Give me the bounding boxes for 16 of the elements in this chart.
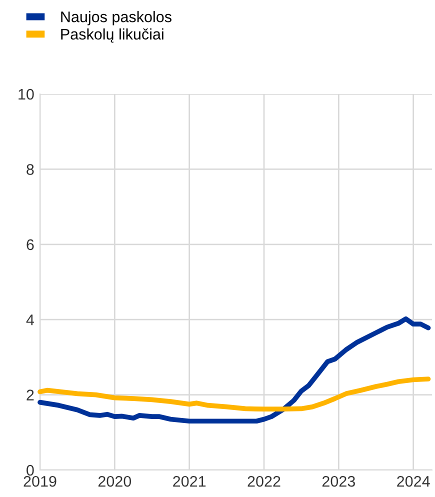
x-tick-label: 2019 [24,476,56,487]
line-series [38,376,431,412]
y-tick-label: 2 [26,390,34,400]
y-tick-label: 0 [26,464,34,476]
y-tick-label: 4 [26,314,34,326]
y-tick-label: 8 [26,164,34,175]
x-tick-label: 2020 [98,476,132,487]
legend-label: Paskolų likučiai [61,28,164,43]
y-tick-label: 10 [18,88,34,100]
x-tick-label: 2023 [322,476,355,487]
x-tick-label: 2024 [397,476,430,487]
y-tick-label: 6 [26,239,34,250]
legend-label: Naujos paskolos [61,11,172,26]
x-tick-label: 2022 [248,476,280,487]
line-series [38,316,431,424]
x-tick-label: 2021 [173,476,206,487]
